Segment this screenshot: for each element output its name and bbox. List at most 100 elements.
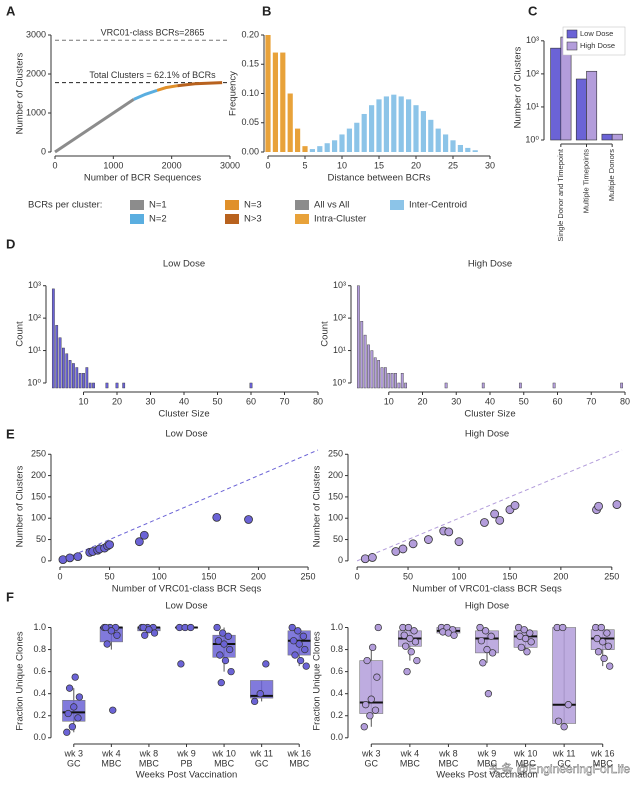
point (526, 629, 534, 637)
bar (377, 360, 381, 389)
x-tick-label: Multiple Timepoints (581, 149, 590, 213)
x-tick-label: wk 16 (590, 748, 615, 758)
y-tick-label: 0 (41, 555, 46, 565)
x-tick-label: 40 (179, 396, 189, 406)
bar (85, 367, 89, 389)
panel-letter: F (6, 589, 14, 604)
point (413, 656, 421, 665)
bar (122, 382, 126, 389)
x-tick-label: 15 (374, 160, 384, 170)
legend-label: Inter-Centroid (409, 200, 467, 211)
x-tick-sublabel: MBC (477, 758, 498, 768)
point (398, 544, 408, 554)
x-tick-sublabel: GC (557, 758, 571, 768)
point (262, 660, 270, 668)
point (554, 717, 563, 725)
point (216, 651, 224, 659)
bar (339, 134, 345, 152)
y-tick-label: 10⁰ (332, 377, 346, 387)
point (295, 640, 303, 648)
bar (78, 373, 82, 389)
point (402, 642, 410, 650)
legend-swatch (225, 214, 239, 224)
box (552, 627, 577, 724)
y-tick-label: 10² (28, 313, 41, 323)
x-tick-sublabel: MBC (289, 758, 310, 768)
point (366, 712, 374, 720)
point (227, 667, 235, 676)
x-tick-label: wk 11 (249, 748, 273, 758)
legend-label: N=3 (244, 200, 262, 211)
point (134, 537, 144, 547)
bar (295, 128, 301, 152)
bar (413, 105, 419, 152)
x-tick-sublabel: GC (67, 758, 81, 768)
panel-title: Low Dose (163, 259, 205, 270)
point (301, 645, 309, 654)
y-tick-label: 100 (31, 513, 46, 523)
bar (465, 147, 471, 152)
bar (586, 70, 598, 141)
bar (302, 146, 308, 152)
bar (72, 363, 75, 389)
bar (397, 382, 401, 389)
x-tick-label: 10 (78, 396, 88, 406)
legend-label: N>3 (244, 214, 262, 225)
x-tick-label: 60 (552, 396, 562, 406)
bar (400, 373, 404, 389)
y-tick-label: 10¹ (333, 345, 346, 355)
bar (51, 288, 55, 389)
point (400, 631, 408, 639)
y-tick-label: 1000 (26, 107, 46, 117)
y-tick-label: 10³ (333, 280, 346, 290)
y-tick-label: 0.0 (33, 732, 46, 742)
point (454, 537, 464, 547)
x-tick-label: 60 (246, 396, 256, 406)
point (444, 527, 454, 537)
bar (383, 367, 387, 389)
point (597, 623, 605, 632)
bar (383, 96, 389, 152)
point (606, 662, 614, 670)
x-tick-label: wk 4 (101, 748, 121, 758)
bar (354, 122, 360, 152)
bar (249, 382, 253, 389)
point (74, 714, 82, 722)
point (362, 701, 370, 709)
x-tick-label: 20 (112, 396, 122, 406)
point (593, 634, 601, 643)
bar (317, 146, 323, 152)
point (71, 673, 79, 681)
bar (309, 149, 315, 152)
y-tick-label: 10⁰ (27, 377, 41, 387)
bar (55, 325, 59, 389)
point (374, 623, 382, 632)
y-axis-label: Number of Clusters (15, 465, 26, 547)
y-axis-label: Fraction Unique Clones (15, 631, 26, 731)
point (220, 640, 228, 648)
legend-swatch (225, 200, 239, 210)
bar (92, 382, 95, 389)
x-tick-label: 2000 (162, 160, 182, 170)
x-tick-label: Multiple Donors (607, 149, 616, 201)
point (63, 728, 71, 736)
point (411, 638, 420, 646)
x-tick-label: 30 (485, 160, 495, 170)
bar (443, 134, 449, 152)
bar (265, 35, 271, 152)
point (219, 629, 227, 637)
box (250, 680, 274, 699)
x-tick-sublabel: GC (365, 758, 379, 768)
bar (272, 52, 278, 152)
y-tick-label: 250 (328, 449, 343, 459)
bar (390, 373, 394, 389)
y-tick-label: 0.05 (241, 117, 259, 127)
y-tick-label: 0 (41, 146, 46, 156)
point (612, 500, 622, 509)
point (373, 673, 381, 681)
y-axis-label: Count (320, 321, 331, 347)
point (65, 684, 74, 692)
point (599, 638, 607, 646)
point (213, 623, 221, 632)
point (517, 643, 526, 652)
